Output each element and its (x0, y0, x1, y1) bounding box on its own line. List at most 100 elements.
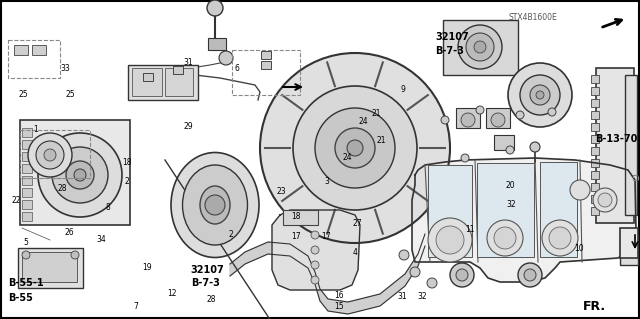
Circle shape (474, 41, 486, 53)
Circle shape (494, 227, 516, 249)
Bar (22, 212, 32, 221)
Bar (132, 68, 162, 96)
Text: 31: 31 (397, 292, 407, 301)
Text: 29: 29 (184, 122, 194, 130)
Bar (22, 188, 32, 197)
Circle shape (441, 116, 449, 124)
Bar (633, 175, 638, 180)
Circle shape (207, 0, 223, 16)
Bar (8, 40, 60, 78)
Text: 7: 7 (133, 302, 138, 311)
Text: 31: 31 (183, 58, 193, 67)
Circle shape (44, 149, 56, 161)
Bar (22, 176, 32, 185)
Bar (18, 248, 83, 288)
Circle shape (311, 231, 319, 239)
Text: FR.: FR. (582, 300, 605, 313)
Bar (22, 152, 32, 161)
Text: 22: 22 (12, 197, 20, 205)
Bar (591, 123, 599, 131)
Bar (443, 20, 518, 75)
Bar (591, 87, 599, 95)
Circle shape (524, 269, 536, 281)
Circle shape (260, 53, 450, 243)
Circle shape (74, 169, 86, 181)
Circle shape (458, 25, 502, 69)
Circle shape (450, 263, 474, 287)
Bar (14, 45, 28, 55)
Bar (596, 68, 634, 223)
Bar (540, 162, 577, 257)
Bar (591, 183, 599, 191)
Text: 34: 34 (96, 235, 106, 244)
Circle shape (530, 85, 550, 105)
Circle shape (52, 147, 108, 203)
Circle shape (311, 246, 319, 254)
Text: 33: 33 (60, 64, 70, 73)
Text: 19: 19 (142, 263, 152, 272)
Text: B-55-1: B-55-1 (8, 278, 44, 287)
Bar (494, 135, 514, 150)
Circle shape (399, 250, 409, 260)
Circle shape (456, 269, 468, 281)
Text: B-7-3: B-7-3 (191, 278, 220, 287)
Bar (486, 108, 510, 128)
Circle shape (205, 195, 225, 215)
Bar (22, 164, 32, 173)
Bar (283, 210, 318, 225)
Circle shape (548, 108, 556, 116)
Bar (20, 120, 130, 225)
Circle shape (508, 63, 572, 127)
Text: 2: 2 (228, 230, 233, 239)
Text: 10: 10 (574, 244, 584, 253)
Circle shape (506, 146, 514, 154)
Bar (128, 65, 198, 100)
Text: 27: 27 (352, 219, 362, 228)
Text: 24: 24 (358, 117, 369, 126)
Bar (477, 163, 534, 257)
Circle shape (428, 218, 472, 262)
Circle shape (466, 33, 494, 61)
Circle shape (476, 106, 484, 114)
Bar (591, 135, 599, 143)
Bar (22, 128, 32, 137)
Circle shape (71, 251, 79, 259)
Circle shape (410, 267, 420, 277)
Bar (591, 171, 599, 179)
Text: 26: 26 (64, 228, 74, 237)
Text: 12: 12 (167, 289, 176, 298)
Text: 8: 8 (105, 203, 110, 212)
Text: 20: 20 (506, 181, 516, 189)
Bar (591, 159, 599, 167)
Text: 32: 32 (417, 292, 428, 301)
Circle shape (427, 278, 437, 288)
Text: 4: 4 (353, 248, 358, 256)
Circle shape (38, 133, 122, 217)
Circle shape (542, 220, 578, 256)
Circle shape (487, 220, 523, 256)
Bar (591, 75, 599, 83)
Text: 17: 17 (321, 232, 332, 241)
Circle shape (516, 111, 524, 119)
Bar (625, 75, 637, 215)
Text: 11: 11 (466, 225, 475, 234)
Text: 2: 2 (124, 177, 129, 186)
Circle shape (491, 113, 505, 127)
Bar (261, 51, 271, 59)
Bar (22, 200, 32, 209)
Circle shape (28, 133, 72, 177)
Bar (591, 147, 599, 155)
Circle shape (311, 276, 319, 284)
Bar (20, 130, 90, 178)
Circle shape (66, 161, 94, 189)
Circle shape (315, 108, 395, 188)
Circle shape (598, 193, 612, 207)
Bar (428, 165, 472, 257)
Text: 9: 9 (401, 85, 406, 94)
Text: 18: 18 (122, 158, 131, 167)
Text: 16: 16 (334, 291, 344, 300)
Text: B-13-70: B-13-70 (595, 134, 637, 144)
Text: 3: 3 (324, 177, 329, 186)
Circle shape (293, 86, 417, 210)
Text: 6: 6 (234, 64, 239, 73)
